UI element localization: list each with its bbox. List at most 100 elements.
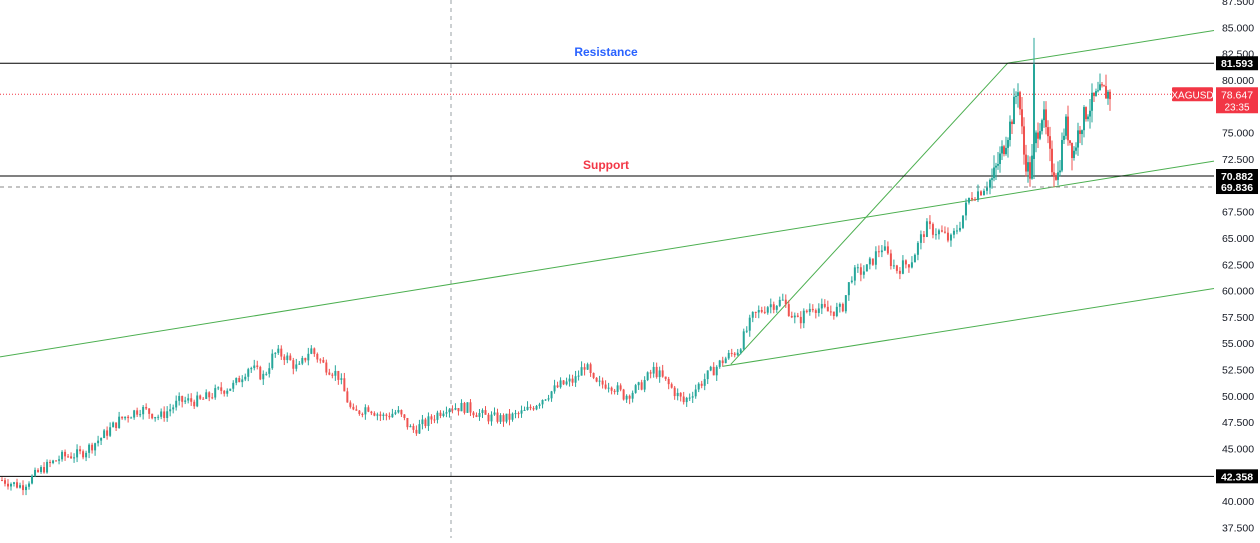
candle[interactable] xyxy=(1005,147,1007,155)
candle[interactable] xyxy=(1013,96,1015,125)
candle[interactable] xyxy=(610,387,613,391)
candle[interactable] xyxy=(232,382,235,389)
candle[interactable] xyxy=(661,370,664,377)
candle[interactable] xyxy=(523,409,526,411)
candle[interactable] xyxy=(502,415,505,422)
candle[interactable] xyxy=(415,429,418,434)
candle[interactable] xyxy=(286,355,289,361)
candle[interactable] xyxy=(658,370,661,378)
candle[interactable] xyxy=(379,414,382,416)
candle[interactable] xyxy=(613,390,616,392)
candle[interactable] xyxy=(457,408,460,412)
candle[interactable] xyxy=(475,415,478,417)
candle[interactable] xyxy=(136,410,139,415)
candle[interactable] xyxy=(715,366,718,376)
candle[interactable] xyxy=(73,457,76,459)
candle[interactable] xyxy=(505,413,508,422)
candle[interactable] xyxy=(1087,116,1089,120)
candle[interactable] xyxy=(772,304,775,310)
candle[interactable] xyxy=(1051,148,1053,173)
candle[interactable] xyxy=(1029,162,1031,179)
candle[interactable] xyxy=(991,178,993,180)
candle[interactable] xyxy=(424,419,427,427)
candle[interactable] xyxy=(7,483,10,487)
candle[interactable] xyxy=(904,260,907,265)
candle[interactable] xyxy=(913,254,916,263)
candle[interactable] xyxy=(925,221,928,237)
candle[interactable] xyxy=(511,413,514,420)
candle[interactable] xyxy=(16,482,19,488)
candle[interactable] xyxy=(706,370,709,380)
candle[interactable] xyxy=(268,368,271,374)
candle[interactable] xyxy=(322,360,325,363)
candle[interactable] xyxy=(256,365,259,367)
candle[interactable] xyxy=(1011,121,1013,125)
candle[interactable] xyxy=(367,407,370,412)
candle[interactable] xyxy=(712,366,715,376)
candle[interactable] xyxy=(187,398,190,401)
candle[interactable] xyxy=(736,352,739,356)
candle[interactable] xyxy=(940,230,943,232)
candle[interactable] xyxy=(325,362,328,373)
candle[interactable] xyxy=(679,392,682,397)
candle[interactable] xyxy=(64,451,67,457)
candle[interactable] xyxy=(1009,121,1011,141)
candle[interactable] xyxy=(265,373,268,375)
candle[interactable] xyxy=(889,253,892,266)
candle[interactable] xyxy=(418,424,421,434)
candle[interactable] xyxy=(148,408,151,414)
candle[interactable] xyxy=(691,396,694,398)
candle[interactable] xyxy=(238,378,241,383)
candle[interactable] xyxy=(667,378,670,385)
candle[interactable] xyxy=(490,414,493,422)
candle[interactable] xyxy=(334,370,337,376)
candle[interactable] xyxy=(835,306,838,317)
candle[interactable] xyxy=(388,415,391,418)
candle[interactable] xyxy=(496,412,499,422)
candle[interactable] xyxy=(412,426,415,430)
candle[interactable] xyxy=(553,385,556,392)
candle[interactable] xyxy=(535,405,538,410)
candle[interactable] xyxy=(742,331,745,350)
candle[interactable] xyxy=(1049,136,1051,149)
candle[interactable] xyxy=(892,265,895,267)
candle[interactable] xyxy=(328,372,331,375)
candle[interactable] xyxy=(226,390,229,394)
candle[interactable] xyxy=(871,258,874,265)
candle[interactable] xyxy=(607,387,610,389)
candle[interactable] xyxy=(385,414,388,416)
candle[interactable] xyxy=(634,385,637,393)
candle[interactable] xyxy=(796,315,799,317)
candle[interactable] xyxy=(580,367,583,376)
candle[interactable] xyxy=(304,357,307,361)
candle[interactable] xyxy=(61,451,64,460)
candle[interactable] xyxy=(1015,95,1017,97)
candle[interactable] xyxy=(943,231,946,233)
candle[interactable] xyxy=(964,202,967,216)
candle[interactable] xyxy=(370,411,373,414)
candle[interactable] xyxy=(997,163,999,166)
candle[interactable] xyxy=(1063,135,1065,140)
candle[interactable] xyxy=(52,460,55,464)
candle[interactable] xyxy=(1025,154,1027,172)
candle[interactable] xyxy=(1077,130,1079,148)
candle[interactable] xyxy=(703,379,706,386)
candle[interactable] xyxy=(241,379,244,383)
candle[interactable] xyxy=(301,357,304,364)
candle[interactable] xyxy=(121,416,124,419)
candle[interactable] xyxy=(283,356,286,361)
candle[interactable] xyxy=(259,366,262,380)
candle[interactable] xyxy=(583,367,586,370)
candle[interactable] xyxy=(163,411,166,418)
candle[interactable] xyxy=(151,413,154,419)
candle[interactable] xyxy=(910,262,913,268)
candle[interactable] xyxy=(37,469,40,473)
candle[interactable] xyxy=(673,387,676,397)
candle[interactable] xyxy=(211,397,214,399)
candle[interactable] xyxy=(985,187,988,191)
trendline[interactable] xyxy=(1007,30,1215,64)
candle[interactable] xyxy=(487,414,490,422)
candle[interactable] xyxy=(676,392,679,397)
candle[interactable] xyxy=(1097,90,1099,92)
candle[interactable] xyxy=(382,414,385,416)
